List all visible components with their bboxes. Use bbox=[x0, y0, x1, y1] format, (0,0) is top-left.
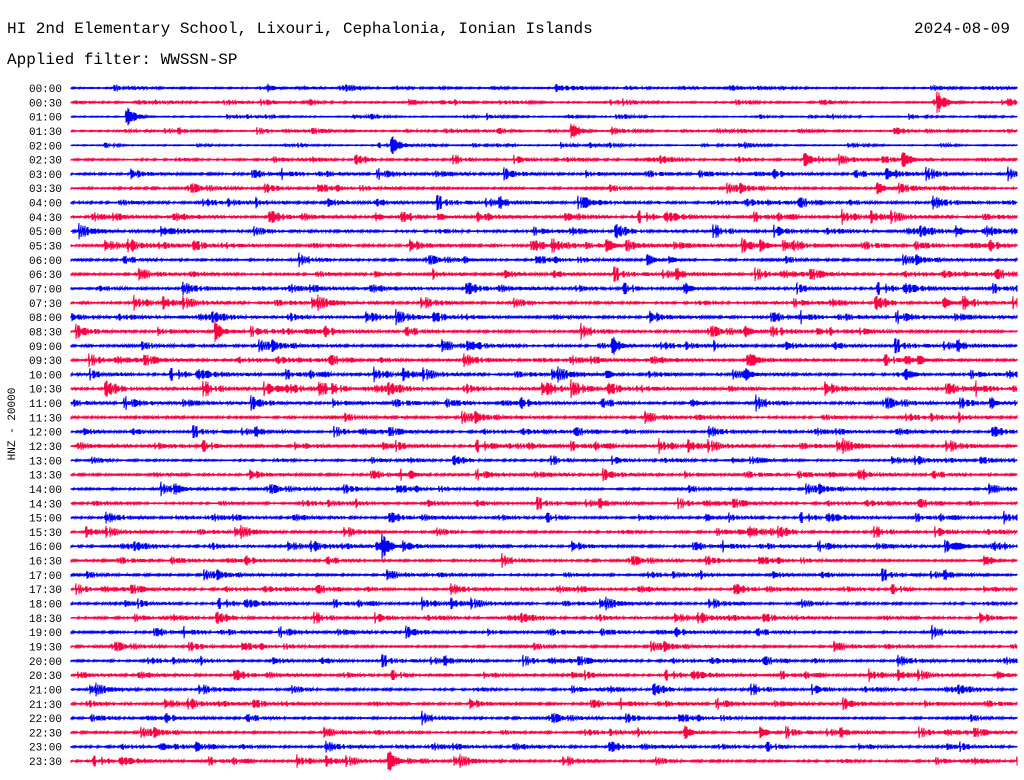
row-time-label: 21:30 bbox=[29, 700, 62, 712]
row-time-label: 01:00 bbox=[29, 113, 62, 125]
row-time-label: 03:00 bbox=[29, 170, 62, 182]
date-label: 2024-08-09 bbox=[913, 20, 1010, 38]
row-time-label: 00:00 bbox=[29, 84, 62, 96]
row-time-label: 19:00 bbox=[29, 628, 62, 640]
filter-label: Applied filter: WWSSN-SP bbox=[7, 51, 238, 69]
row-time-label: 21:00 bbox=[29, 685, 62, 697]
row-time-label: 15:30 bbox=[29, 528, 62, 540]
row-time-label: 22:30 bbox=[29, 728, 62, 740]
row-time-label: 19:30 bbox=[29, 642, 62, 654]
row-time-label: 06:00 bbox=[29, 256, 62, 268]
row-time-label: 16:30 bbox=[29, 557, 62, 569]
row-time-label: 13:30 bbox=[29, 471, 62, 483]
row-time-label: 10:00 bbox=[29, 370, 62, 382]
row-time-label: 20:30 bbox=[29, 671, 62, 683]
trace-row-0600 bbox=[70, 252, 1018, 268]
row-time-label: 08:30 bbox=[29, 327, 62, 339]
trace-row-1030 bbox=[70, 379, 1018, 399]
row-time-label: 20:00 bbox=[29, 657, 62, 669]
row-time-label: 22:00 bbox=[29, 714, 62, 726]
row-time-label: 18:30 bbox=[29, 614, 62, 626]
row-time-label: 04:00 bbox=[29, 199, 62, 211]
row-time-label: 07:30 bbox=[29, 299, 62, 311]
row-time-label: 11:00 bbox=[29, 399, 62, 411]
row-time-label: 13:00 bbox=[29, 456, 62, 468]
row-time-label: 17:00 bbox=[29, 571, 62, 583]
row-time-label: 14:00 bbox=[29, 485, 62, 497]
station-title: HI 2nd Elementary School, Lixouri, Cepha… bbox=[7, 20, 593, 38]
row-time-label: 03:30 bbox=[29, 184, 62, 196]
row-time-label: 00:30 bbox=[29, 98, 62, 110]
row-time-label: 12:00 bbox=[29, 428, 62, 440]
row-time-label: 09:30 bbox=[29, 356, 62, 368]
row-time-label: 10:30 bbox=[29, 385, 62, 397]
trace-row-2230 bbox=[70, 725, 1018, 740]
row-time-label: 14:30 bbox=[29, 499, 62, 511]
row-time-label: 01:30 bbox=[29, 127, 62, 139]
row-time-label: 23:00 bbox=[29, 743, 62, 755]
row-time-label: 04:30 bbox=[29, 213, 62, 225]
row-time-label: 06:30 bbox=[29, 270, 62, 282]
row-time-label: 23:30 bbox=[29, 757, 62, 769]
row-time-label: 05:00 bbox=[29, 227, 62, 239]
row-time-label: 05:30 bbox=[29, 242, 62, 254]
row-time-label: 02:30 bbox=[29, 156, 62, 168]
row-time-label: 17:30 bbox=[29, 585, 62, 597]
row-time-label: 08:00 bbox=[29, 313, 62, 325]
row-time-label: 09:00 bbox=[29, 342, 62, 354]
row-time-label: 18:00 bbox=[29, 600, 62, 612]
row-time-label: 02:00 bbox=[29, 141, 62, 153]
row-time-label: 12:30 bbox=[29, 442, 62, 454]
row-time-label: 16:00 bbox=[29, 542, 62, 554]
row-time-label: 15:00 bbox=[29, 514, 62, 526]
row-time-label: 07:00 bbox=[29, 284, 62, 296]
row-time-label: 11:30 bbox=[29, 413, 62, 425]
